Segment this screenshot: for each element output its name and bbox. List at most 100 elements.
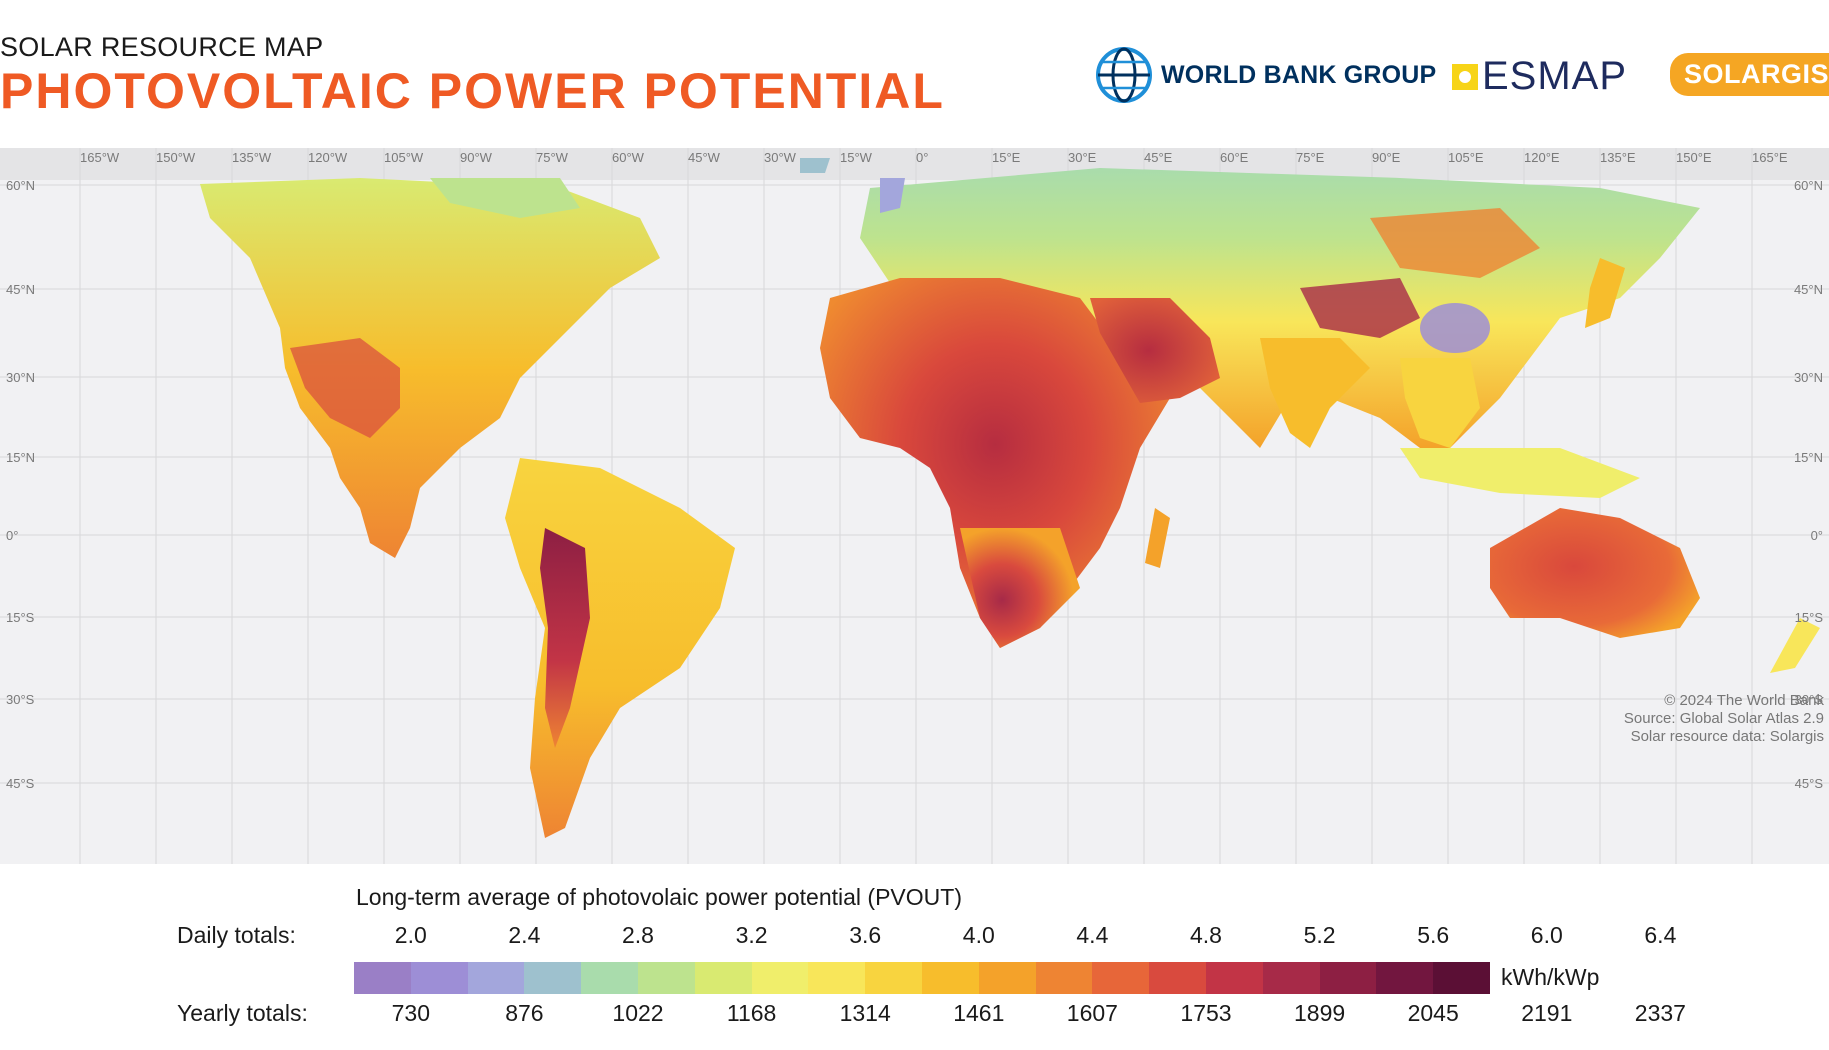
daily-tick-label: 5.6: [1417, 922, 1450, 948]
esmap-logo: ESMAP: [1450, 54, 1627, 99]
esmap-logo-text: ESMAP: [1482, 54, 1628, 98]
latitude-labels: 60°N 45°N 30°N 15°N 0° 15°S 30°S 45°S 60°N 45°N 30…: [6, 178, 1823, 791]
latitude-label-right: 45°S: [1795, 776, 1824, 791]
mongolia-hotspot: [1370, 208, 1540, 278]
yearly-tick-label: 1753: [1180, 1000, 1232, 1026]
world-bank-logo-text: WORLD BANK GROUP: [1161, 60, 1437, 89]
latitude-label-left: 15°S: [6, 610, 35, 625]
color-scale-segment: [978, 962, 1036, 994]
attribution-copyright: © 2024 The World Bank: [1664, 692, 1824, 709]
daily-tick-label: 6.0: [1530, 922, 1563, 948]
longitude-label: 45°W: [688, 150, 721, 165]
color-scale-segment: [921, 962, 979, 994]
latitude-label-right: 30°S: [1795, 692, 1824, 707]
yearly-tick-label: 1607: [1066, 1000, 1118, 1026]
latitude-label-left: 30°N: [6, 370, 35, 385]
yearly-tick-label: 1899: [1294, 1000, 1346, 1026]
legend-title: Long-term average of photovolaic power p…: [356, 884, 962, 910]
africa: [820, 278, 1170, 648]
color-scale-bar: [354, 962, 1490, 994]
color-scale-segment: [637, 962, 695, 994]
longitude-label: 60°E: [1220, 150, 1249, 165]
sichuan-low: [1420, 303, 1490, 353]
longitude-label: 15°E: [992, 150, 1021, 165]
color-scale-segment: [1205, 962, 1263, 994]
japan: [1585, 258, 1625, 328]
daily-tick-label: 4.0: [962, 922, 995, 948]
daily-tick-label: 4.4: [1076, 922, 1109, 948]
latitude-label-right: 45°N: [1794, 282, 1823, 297]
tibet-hotspot: [1300, 278, 1420, 338]
color-scale-segment: [410, 962, 468, 994]
yearly-tick-label: 730: [391, 1000, 430, 1026]
yearly-tick-label: 876: [505, 1000, 544, 1026]
color-scale-segment: [1319, 962, 1377, 994]
world-bank-logo: WORLD BANK GROUP: [1095, 46, 1436, 104]
longitude-label: 30°W: [764, 150, 797, 165]
color-scale-segment: [354, 962, 411, 994]
arctic-islands: [430, 178, 580, 218]
longitude-label: 120°W: [308, 150, 348, 165]
indian-subcontinent: [1260, 338, 1370, 448]
color-scale-segment: [865, 962, 922, 994]
color-scale-segment: [1433, 962, 1490, 994]
longitude-label: 165°E: [1752, 150, 1788, 165]
color-scale-segment: [1035, 962, 1093, 994]
color-scale-segment: [467, 962, 525, 994]
daily-tick-label: 3.6: [849, 922, 882, 948]
latitude-label-left: 30°S: [6, 692, 35, 707]
longitude-labels: 165°W 150°W 135°W 120°W 105°W 90°W 75°W 60°W 45°…: [80, 150, 1788, 165]
longitude-label: 105°E: [1448, 150, 1484, 165]
yearly-tick-label: 2191: [1521, 1000, 1573, 1026]
longitude-label: 60°W: [612, 150, 645, 165]
solargis-logo-text: SOLARGIS: [1670, 53, 1829, 96]
andes-hotspot: [540, 528, 590, 748]
longitude-label: 75°E: [1296, 150, 1325, 165]
longitude-label: 45°E: [1144, 150, 1173, 165]
yearly-tick-label: 1022: [612, 1000, 664, 1026]
latitude-label-right: 15°S: [1795, 610, 1824, 625]
legend: Long-term average of photovolaic power p…: [0, 870, 1829, 1050]
longitude-label: 90°E: [1372, 150, 1401, 165]
latitude-label-left: 45°N: [6, 282, 35, 297]
daily-tick-label: 4.8: [1190, 922, 1222, 948]
latitude-label-right: 15°N: [1794, 450, 1823, 465]
daily-tick-label: 6.4: [1644, 922, 1677, 948]
australia: [1490, 508, 1700, 638]
latitude-label-left: 45°S: [6, 776, 35, 791]
color-scale-segment: [694, 962, 752, 994]
color-scale-segment: [581, 962, 638, 994]
latitude-label-left: 0°: [6, 528, 18, 543]
header: SOLAR RESOURCE MAP PHOTOVOLTAIC POWER PO…: [0, 0, 1829, 140]
north-america: [200, 178, 660, 558]
latitude-label-right: 60°N: [1794, 178, 1823, 193]
globe-icon: [1096, 47, 1152, 103]
longitude-label: 135°W: [232, 150, 272, 165]
madagascar: [1145, 508, 1170, 568]
color-scale-segment: [1376, 962, 1434, 994]
iceland: [800, 158, 830, 173]
color-scale-segment: [808, 962, 866, 994]
daily-tick-label: 5.2: [1303, 922, 1336, 948]
yearly-tick-label: 1168: [726, 1000, 777, 1026]
longitude-label: 135°E: [1600, 150, 1636, 165]
longitude-label: 30°E: [1068, 150, 1097, 165]
latitude-label-left: 15°N: [6, 450, 35, 465]
indonesia: [1400, 448, 1640, 498]
longitude-label: 75°W: [536, 150, 569, 165]
longitude-label: 150°E: [1676, 150, 1712, 165]
yearly-tick-label: 2045: [1407, 1000, 1459, 1026]
land-masses: [200, 158, 1820, 838]
arabian-peninsula: [1090, 298, 1220, 403]
longitude-label: 105°W: [384, 150, 424, 165]
attribution-source: Source: Global Solar Atlas 2.9: [1623, 710, 1824, 727]
latitude-label-left: 60°N: [6, 178, 35, 193]
latitude-label-right: 30°N: [1794, 370, 1823, 385]
new-zealand: [1770, 618, 1820, 673]
color-scale-segment: [751, 962, 809, 994]
daily-tick-label: 2.0: [394, 922, 427, 948]
map-title: PHOTOVOLTAIC POWER POTENTIAL: [0, 63, 945, 119]
daily-tick-label: 2.4: [508, 922, 541, 948]
yearly-tick-label: 1461: [953, 1000, 1005, 1026]
attribution-solar-data: Solar resource data: Solargis: [1630, 728, 1824, 745]
